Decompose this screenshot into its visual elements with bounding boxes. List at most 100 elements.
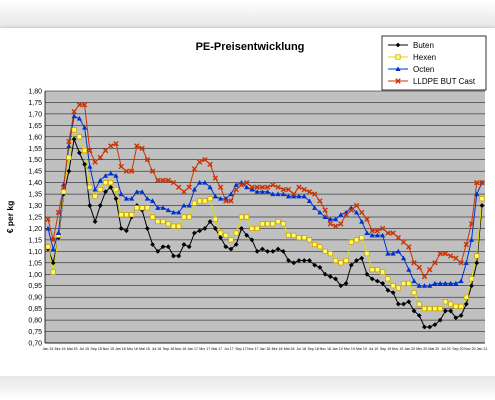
data-point bbox=[76, 134, 82, 140]
y-axis-label: € per kg bbox=[5, 201, 15, 234]
data-point bbox=[254, 225, 260, 232]
data-point bbox=[92, 193, 98, 199]
data-point bbox=[197, 198, 203, 204]
data-point bbox=[165, 207, 171, 213]
x-tick-label: Jul 18 bbox=[296, 347, 306, 351]
data-point bbox=[55, 209, 62, 216]
data-point bbox=[45, 225, 51, 231]
data-point bbox=[134, 143, 140, 149]
data-point bbox=[217, 196, 224, 201]
x-tick-label: Mai 17 bbox=[211, 347, 222, 351]
data-point bbox=[291, 260, 297, 266]
data-point bbox=[66, 168, 72, 174]
data-point bbox=[458, 260, 464, 266]
data-point bbox=[442, 250, 449, 257]
data-point bbox=[458, 313, 464, 318]
data-point bbox=[411, 290, 417, 296]
data-point bbox=[317, 265, 323, 270]
data-point bbox=[369, 267, 375, 273]
data-point bbox=[139, 205, 145, 211]
data-point bbox=[333, 276, 338, 282]
data-point bbox=[374, 228, 381, 234]
x-tick-label: Sep 15 bbox=[91, 347, 102, 351]
x-axis-ticks: Jan 15 Mrz 15 Mai 15 Jul 15 Sep 15 Nov 15 Jan … bbox=[43, 347, 488, 351]
data-point bbox=[301, 235, 307, 241]
y-tick-label: 1,55 bbox=[28, 146, 42, 153]
data-point bbox=[364, 271, 370, 277]
series-line bbox=[47, 104, 482, 278]
data-point bbox=[149, 198, 156, 203]
data-point bbox=[249, 184, 255, 190]
data-point bbox=[474, 191, 480, 197]
data-point bbox=[165, 221, 171, 227]
data-point bbox=[380, 281, 386, 286]
data-point bbox=[369, 276, 375, 282]
data-point bbox=[118, 191, 124, 197]
x-tick-label: Mrz 17 bbox=[199, 347, 210, 351]
x-tick-label: Sep 17 bbox=[235, 347, 246, 351]
y-tick-label: 1,20 bbox=[28, 226, 42, 233]
x-tick-label: Sep 18 bbox=[308, 347, 319, 351]
data-point bbox=[296, 193, 302, 199]
data-point bbox=[374, 232, 381, 238]
data-point bbox=[160, 177, 166, 184]
data-point bbox=[66, 138, 72, 145]
data-point bbox=[348, 207, 354, 213]
data-point bbox=[265, 248, 271, 254]
x-tick-label: Mrz 15 bbox=[55, 347, 66, 351]
data-point bbox=[82, 148, 88, 154]
x-tick-label: Sep 16 bbox=[163, 347, 174, 351]
data-point bbox=[416, 313, 422, 318]
data-point bbox=[395, 234, 402, 241]
y-tick-label: 1,30 bbox=[28, 203, 42, 210]
data-point bbox=[102, 180, 109, 186]
data-point bbox=[421, 283, 428, 288]
data-point bbox=[432, 306, 438, 312]
x-tick-label: Jul 17 bbox=[224, 347, 234, 351]
data-point bbox=[343, 212, 349, 218]
data-point bbox=[108, 143, 114, 149]
data-point bbox=[97, 186, 103, 193]
data-point bbox=[458, 278, 464, 284]
data-point bbox=[348, 239, 354, 245]
data-point bbox=[385, 230, 391, 236]
data-point bbox=[76, 115, 82, 121]
data-point bbox=[92, 186, 98, 192]
data-point bbox=[238, 182, 245, 188]
data-point bbox=[479, 203, 485, 208]
data-point bbox=[97, 177, 103, 183]
data-point bbox=[453, 315, 459, 321]
x-tick-label: Mai 20 bbox=[428, 347, 439, 351]
data-point bbox=[223, 244, 229, 250]
data-point bbox=[322, 271, 328, 277]
data-point bbox=[453, 255, 459, 261]
data-point bbox=[353, 209, 360, 215]
y-tick-label: 1,80 bbox=[28, 89, 42, 96]
data-point bbox=[296, 184, 302, 190]
x-tick-label: Jan 18 bbox=[260, 347, 271, 351]
data-point bbox=[254, 184, 260, 190]
data-point bbox=[50, 269, 56, 275]
data-point bbox=[312, 241, 318, 248]
data-point bbox=[155, 219, 161, 225]
x-tick-label: Mai 18 bbox=[284, 347, 295, 351]
y-tick-label: 1,25 bbox=[28, 215, 42, 222]
series-markers bbox=[45, 102, 485, 330]
data-point bbox=[296, 258, 302, 263]
x-tick-label: Jan 17 bbox=[187, 347, 198, 351]
data-point bbox=[343, 281, 349, 286]
y-tick-label: 0,75 bbox=[28, 329, 42, 336]
data-point bbox=[207, 219, 213, 224]
data-point bbox=[338, 221, 344, 227]
data-point bbox=[353, 202, 360, 209]
data-point bbox=[223, 198, 229, 204]
data-point bbox=[50, 260, 56, 266]
data-point bbox=[108, 170, 114, 176]
data-point bbox=[280, 191, 286, 197]
data-point bbox=[406, 244, 412, 250]
data-point bbox=[233, 230, 239, 236]
data-point bbox=[395, 301, 401, 307]
data-point bbox=[468, 221, 475, 227]
